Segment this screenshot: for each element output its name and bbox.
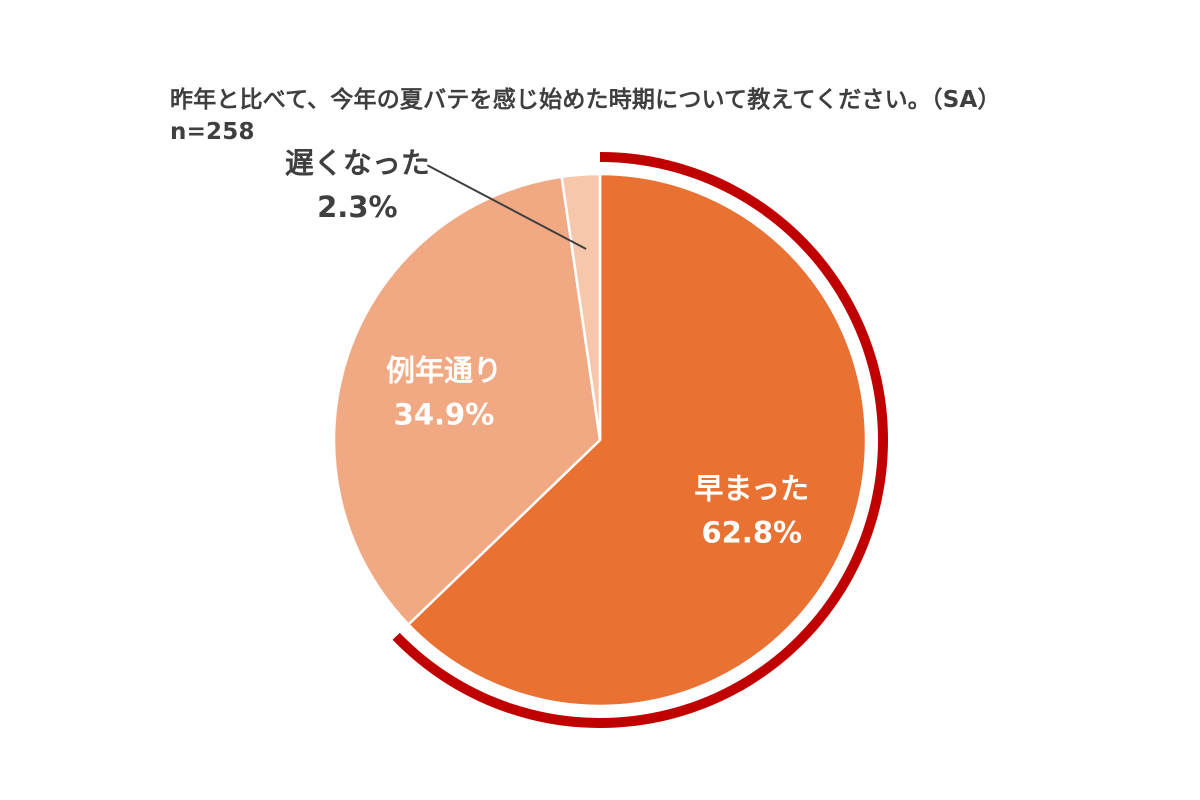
pie-slice-2 [332,175,602,626]
slice-value-label-3: 2.3% [317,190,397,224]
chart-title-block: 昨年と比べて、今年の夏バテを感じ始めた時期について教えてください。（SA） n=… [170,84,1001,148]
leader-lines [426,164,587,250]
slice-label-2: 例年通り [386,354,502,388]
slice-label-1: 早まった [694,472,809,506]
chart-title: 昨年と比べて、今年の夏バテを感じ始めた時期について教えてください。（SA） [170,87,1001,113]
chart-sample-size: n=258 [170,119,255,145]
highlight-ring-layer [392,152,888,729]
pie-slices [332,172,868,708]
leader-line-3 [426,164,587,250]
highlight-ring [392,152,888,729]
slice-value-label-1: 62.8% [701,516,802,550]
slice-label-3: 遅くなった [285,146,430,180]
slice-labels: 早まった 62.8% 例年通り 34.9% 遅くなった 2.3% [285,146,809,549]
slice-value-label-2: 34.9% [394,398,495,432]
pie-slice-1 [407,172,868,708]
